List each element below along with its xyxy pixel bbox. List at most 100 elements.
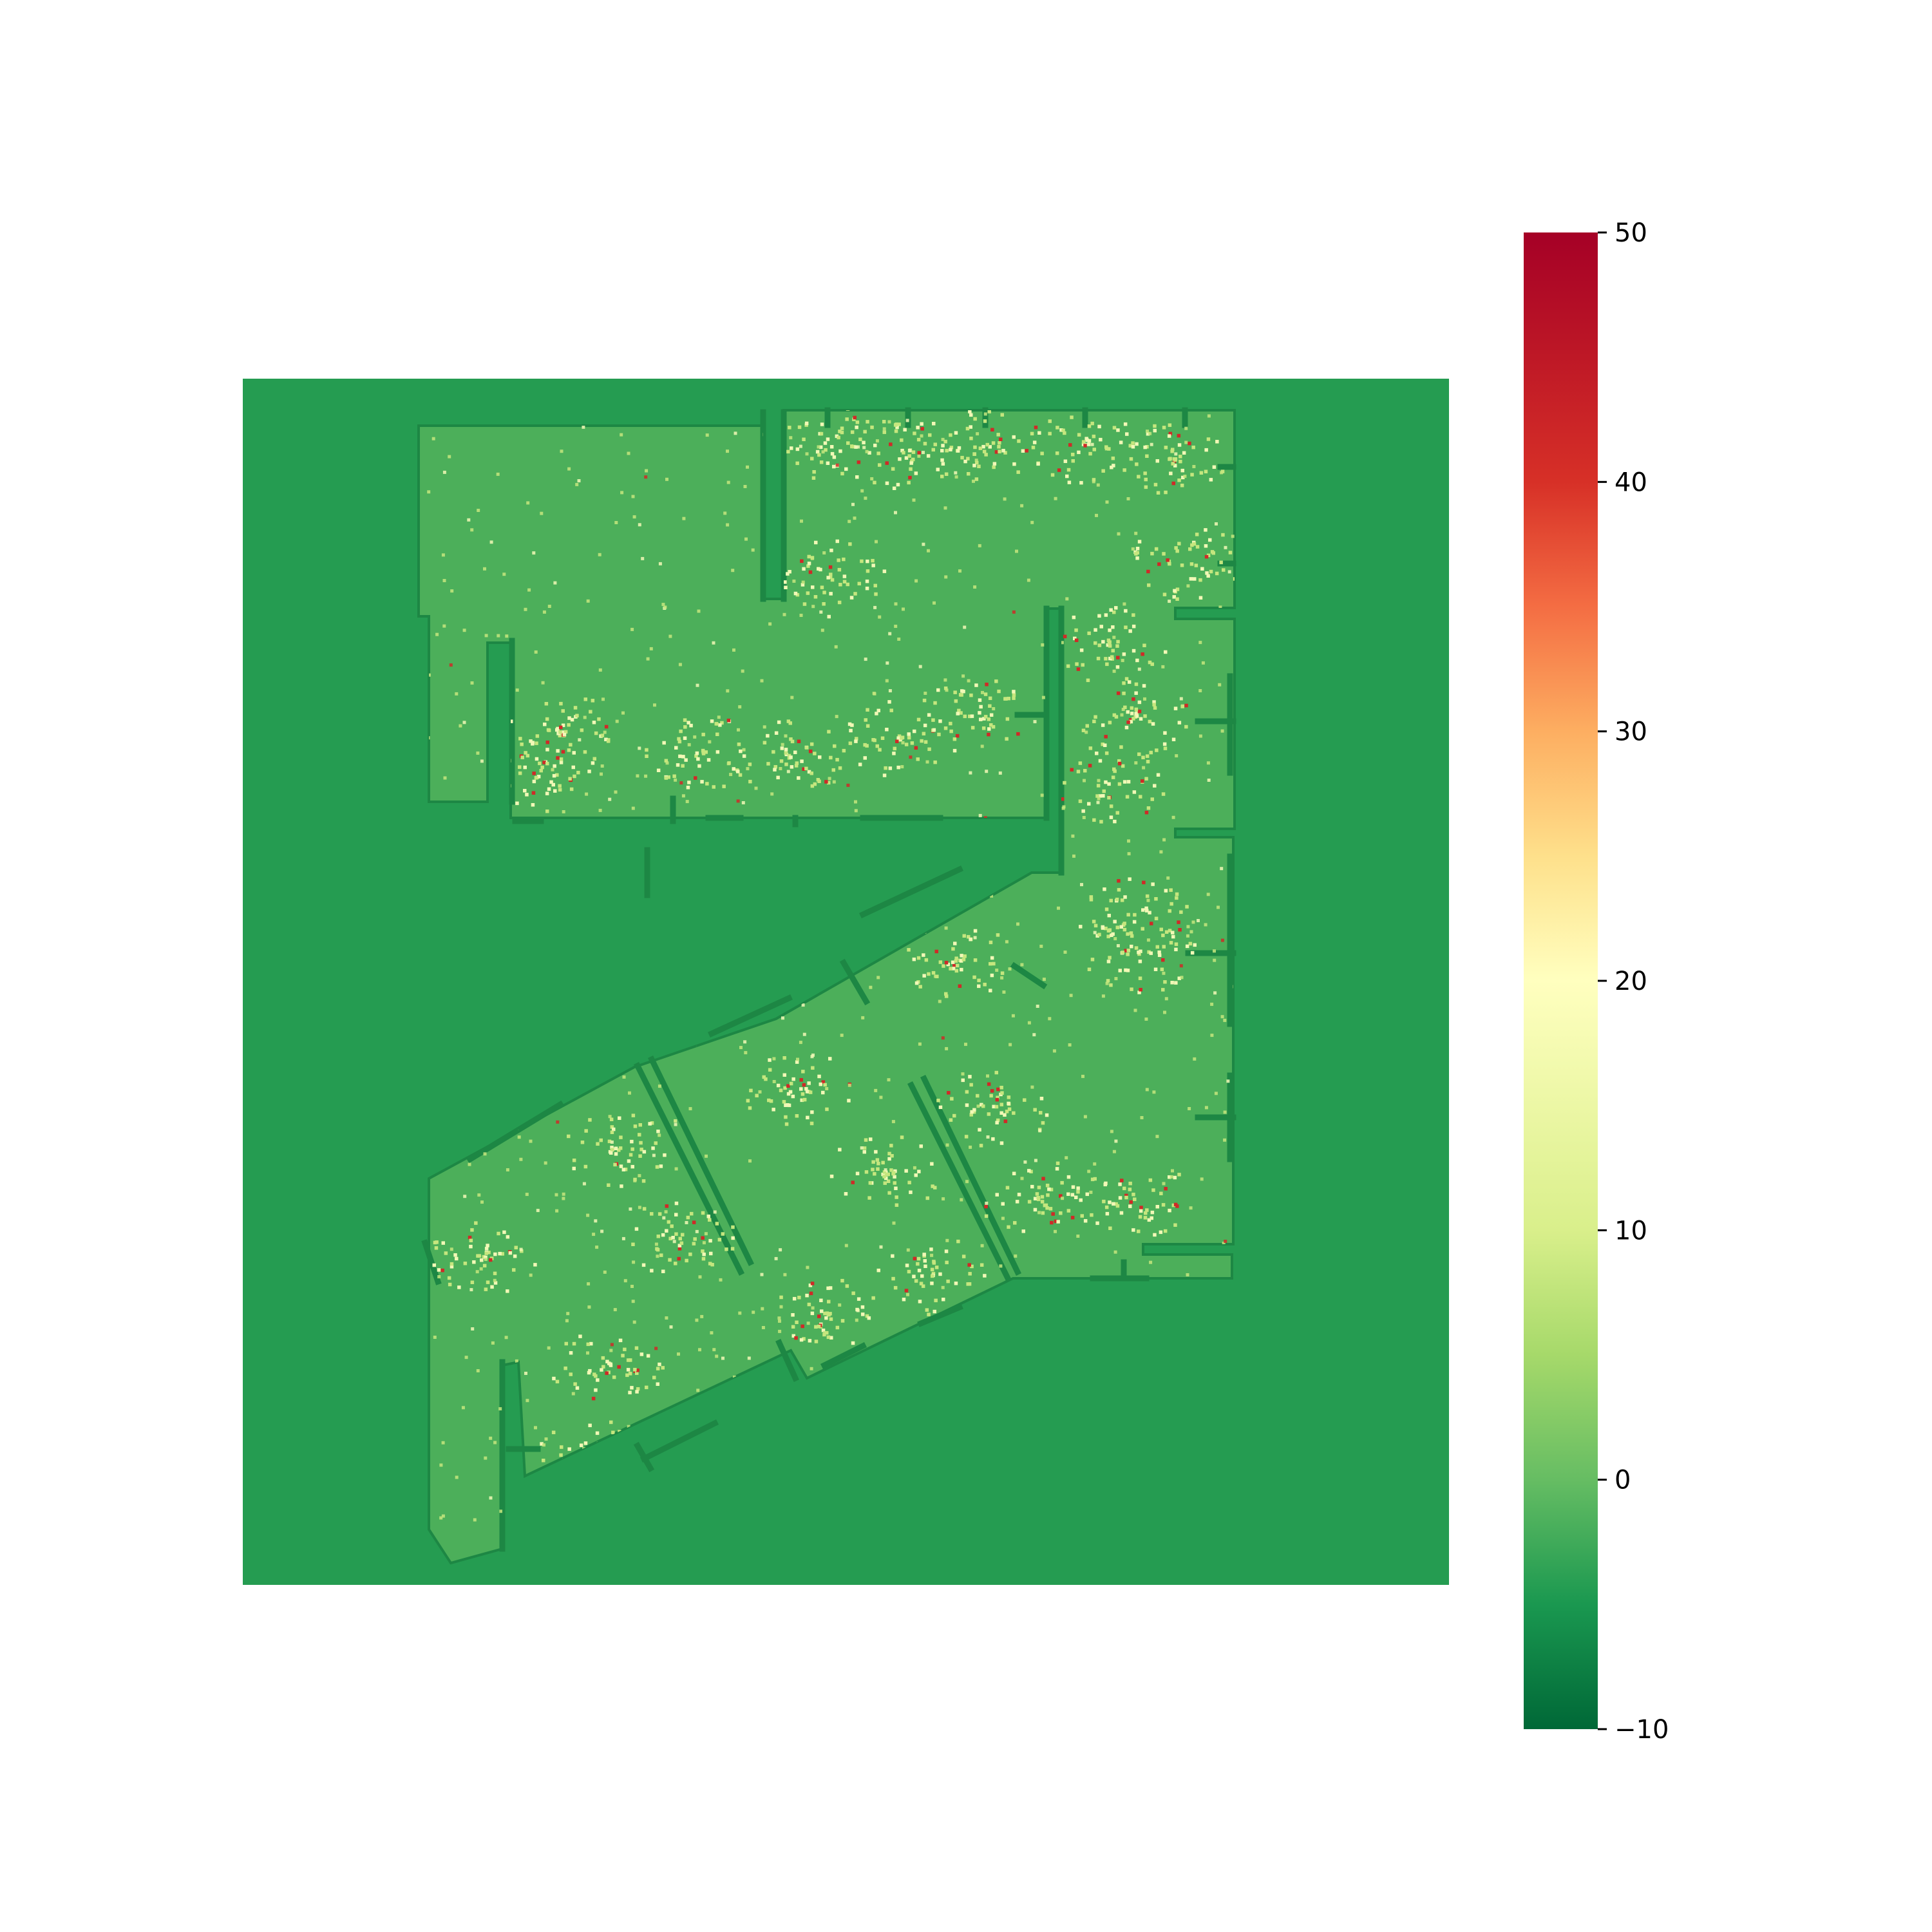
- hotspot-cell: [584, 1129, 588, 1133]
- hotspot-cell: [1182, 451, 1186, 455]
- hotspot-cell: [999, 1103, 1003, 1106]
- hotspot-cell: [704, 750, 708, 754]
- hotspot-cell: [1178, 928, 1182, 932]
- hotspot-cell: [620, 491, 624, 495]
- hotspot-cell: [974, 477, 979, 481]
- hotspot-cell: [743, 485, 747, 488]
- hotspot-cell: [834, 645, 838, 649]
- hotspot-cell: [712, 641, 715, 645]
- hotspot-cell: [1169, 471, 1173, 475]
- hotspot-cell: [953, 942, 957, 945]
- hotspot-cell: [959, 711, 963, 715]
- hotspot-cell: [774, 1256, 778, 1260]
- hotspot-cell: [1204, 469, 1208, 473]
- hotspot-cell: [1078, 761, 1083, 765]
- wall-segment: [920, 1074, 1022, 1276]
- hotspot-cell: [1063, 781, 1066, 785]
- hotspot-cell: [738, 705, 742, 709]
- hotspot-cell: [748, 762, 752, 766]
- hotspot-cell: [992, 462, 997, 466]
- hotspot-cell: [960, 954, 963, 958]
- hotspot-cell: [807, 770, 811, 774]
- hotspot-cell: [973, 445, 977, 450]
- hotspot-cell: [894, 429, 898, 433]
- hotspot-cell: [1120, 898, 1124, 902]
- hotspot-cell: [1087, 802, 1091, 806]
- hotspot-cell: [658, 1133, 661, 1137]
- hotspot-cell: [826, 1286, 830, 1291]
- hotspot-cell: [923, 740, 928, 744]
- hotspot-cell: [855, 1318, 858, 1322]
- colorbar-tick-label: 30: [1615, 717, 1647, 747]
- hotspot-cell: [1104, 735, 1108, 739]
- hotspot-cell: [1076, 770, 1081, 773]
- hotspot-cell: [893, 746, 896, 751]
- hotspot-cell: [874, 1150, 878, 1154]
- hotspot-cell: [701, 732, 705, 737]
- hotspot-cell: [578, 738, 582, 742]
- hotspot-cell: [996, 1118, 1000, 1122]
- hotspot-cell: [529, 739, 533, 743]
- hotspot-cell: [789, 737, 793, 741]
- hotspot-cell: [1007, 1095, 1011, 1099]
- hotspot-cell: [1151, 882, 1155, 886]
- hotspot-cell: [1090, 421, 1094, 426]
- hotspot-cell: [1027, 1200, 1032, 1204]
- hotspot-cell: [894, 625, 898, 628]
- hotspot-cell: [829, 1317, 833, 1321]
- hotspot-cell: [1193, 943, 1197, 947]
- hotspot-cell: [802, 767, 806, 771]
- hotspot-cell: [808, 1283, 813, 1287]
- hotspot-cell: [477, 1193, 481, 1197]
- hotspot-cell: [1223, 1110, 1227, 1114]
- hotspot-cell: [1090, 1177, 1095, 1182]
- hotspot-cell: [1132, 1193, 1135, 1197]
- hotspot-cell: [1087, 1170, 1091, 1173]
- hotspot-cell: [999, 1111, 1003, 1115]
- hotspot-cell: [1033, 1108, 1037, 1112]
- hotspot-cell: [1200, 1177, 1204, 1181]
- hotspot-cell: [1125, 795, 1130, 799]
- hotspot-cell: [556, 1120, 560, 1124]
- hotspot-cell: [633, 1179, 637, 1182]
- hotspot-cell: [427, 673, 431, 677]
- hotspot-cell: [1074, 1195, 1078, 1199]
- hotspot-cell: [1077, 433, 1081, 437]
- hotspot-cell: [936, 688, 940, 692]
- hotspot-cell: [617, 1148, 621, 1152]
- hotspot-cell: [963, 714, 967, 719]
- hotspot-cell: [708, 1218, 712, 1222]
- hotspot-cell: [812, 470, 816, 474]
- hotspot-cell: [846, 582, 849, 587]
- hotspot-cell: [638, 1154, 642, 1158]
- hotspot-cell: [810, 1311, 815, 1316]
- hotspot-cell: [541, 681, 545, 685]
- hotspot-cell: [783, 580, 787, 584]
- hotspot-cell: [1209, 569, 1213, 574]
- hotspot-cell: [1145, 454, 1149, 458]
- hotspot-cell: [919, 1282, 923, 1285]
- hotspot-cell: [1016, 470, 1020, 474]
- hotspot-cell: [1124, 949, 1128, 952]
- hotspot-cell: [1198, 689, 1202, 692]
- hotspot-cell: [790, 739, 795, 744]
- hotspot-cell: [572, 1341, 576, 1346]
- hotspot-cell: [661, 1366, 665, 1370]
- hotspot-cell: [837, 567, 842, 572]
- hotspot-cell: [1180, 976, 1184, 980]
- hotspot-cell: [658, 1084, 661, 1088]
- hotspot-cell: [440, 1268, 444, 1273]
- hotspot-cell: [772, 1080, 776, 1083]
- hotspot-cell: [800, 1324, 804, 1329]
- hotspot-cell: [1085, 724, 1089, 728]
- hotspot-cell: [656, 1235, 660, 1238]
- hotspot-cell: [1179, 459, 1182, 464]
- hotspot-cell: [582, 1182, 586, 1186]
- wall-segment: [1010, 961, 1048, 990]
- hotspot-cell: [1132, 790, 1137, 794]
- hotspot-cell: [642, 1150, 647, 1154]
- hotspot-cell: [850, 723, 854, 727]
- hotspot-cell: [1038, 1129, 1042, 1133]
- hotspot-cell: [1104, 1205, 1109, 1209]
- hotspot-cell: [1154, 916, 1159, 920]
